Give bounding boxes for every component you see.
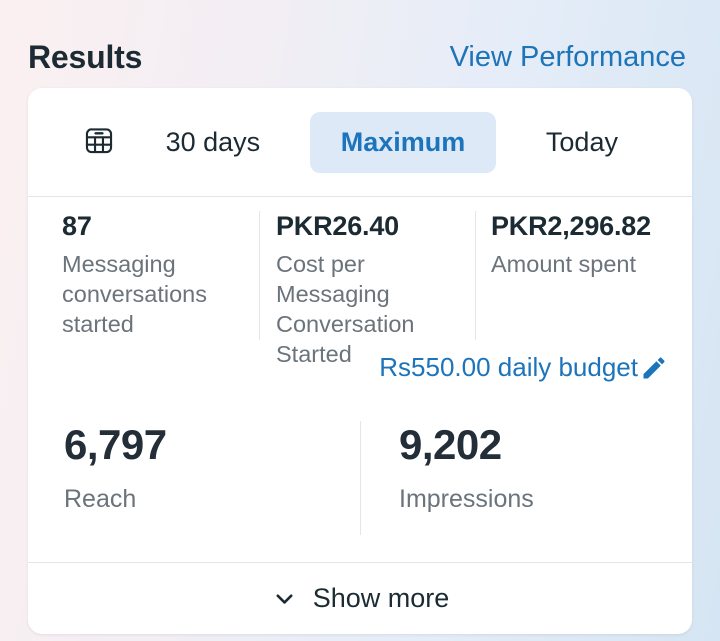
daily-budget-label: Rs550.00 daily budget xyxy=(379,352,638,382)
stat-amount-spent: PKR2,296.82 Amount spent xyxy=(475,211,692,340)
tab-maximum[interactable]: Maximum xyxy=(309,111,497,173)
results-header: Results View Performance xyxy=(0,0,720,88)
calendar-button[interactable] xyxy=(82,123,116,162)
chevron-down-icon xyxy=(271,585,298,612)
tab-row-divider xyxy=(28,196,692,197)
date-range-tab-bar: 30 days Maximum Today xyxy=(28,88,692,196)
metrics-row: 6,797 Reach 9,202 Impressions xyxy=(28,395,692,562)
stat-value: PKR26.40 xyxy=(276,211,399,241)
calendar-grid-icon xyxy=(82,123,116,162)
tab-today[interactable]: Today xyxy=(545,126,618,157)
show-more-divider xyxy=(28,562,692,563)
stat-messaging-conversations: 87 Messaging conversations started xyxy=(28,211,259,340)
show-more-button[interactable]: Show more xyxy=(28,563,692,634)
results-card: 30 days Maximum Today 87 Messaging conve… xyxy=(28,88,692,634)
stat-label: Amount spent xyxy=(491,251,637,277)
stat-label: Messaging conversations started xyxy=(62,251,207,337)
pencil-icon xyxy=(640,354,668,382)
stat-value: PKR2,296.82 xyxy=(491,211,651,241)
tab-30-days[interactable]: 30 days xyxy=(165,126,261,157)
stat-value: 87 xyxy=(62,211,92,241)
metric-value: 6,797 xyxy=(64,421,167,468)
metric-reach: 6,797 Reach xyxy=(28,421,360,562)
stat-cost-per-conversation: PKR26.40 Cost per Messaging Conversation… xyxy=(259,211,475,367)
metric-impressions: 9,202 Impressions xyxy=(360,421,692,535)
stats-row: 87 Messaging conversations started PKR26… xyxy=(28,197,692,367)
page-title: Results xyxy=(28,38,143,75)
daily-budget-edit[interactable]: Rs550.00 daily budget xyxy=(28,340,692,395)
metric-value: 9,202 xyxy=(399,421,502,468)
metric-label: Impressions xyxy=(399,485,534,513)
view-performance-link[interactable]: View Performance xyxy=(449,40,686,73)
metric-label: Reach xyxy=(64,485,137,513)
stat-label: Cost per Messaging Conversation Started xyxy=(276,251,415,367)
show-more-label: Show more xyxy=(312,583,450,613)
